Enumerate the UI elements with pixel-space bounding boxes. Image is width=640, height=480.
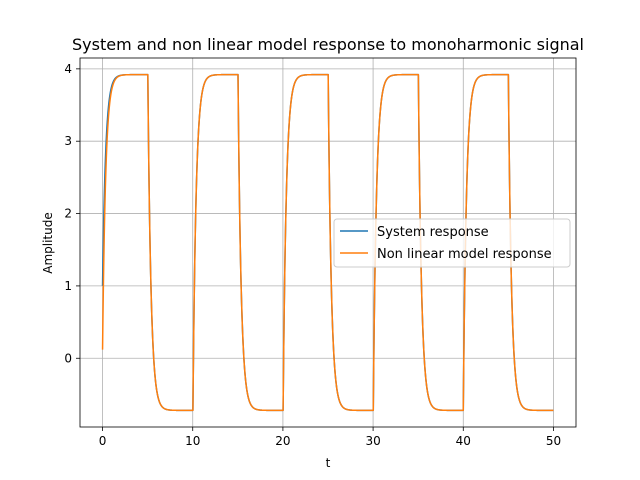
series-layer	[101, 73, 555, 412]
x-tick-label: 20	[275, 434, 290, 448]
y-tick-label: 3	[64, 134, 72, 148]
y-axis-label: Amplitude	[41, 212, 55, 274]
series-line-non-linear-model-response	[101, 73, 555, 412]
x-tick-label: 40	[456, 434, 471, 448]
y-tick-label: 2	[64, 207, 72, 221]
grid-layer	[80, 58, 576, 427]
legend-label-non-linear-model-response: Non linear model response	[377, 247, 552, 262]
y-tick-label: 4	[64, 62, 72, 76]
tick-layer: 0 10 20 30 40 50 0 1 2 3 4	[64, 62, 561, 448]
y-tick-label: 0	[64, 351, 72, 365]
x-tick-label: 0	[99, 434, 107, 448]
axes-layer	[79, 57, 577, 428]
chart-title: System and non linear model response to …	[72, 35, 584, 54]
y-tick-label: 1	[64, 279, 72, 293]
legend-label-system-response: System response	[377, 225, 489, 240]
x-axis-label: t	[326, 456, 331, 470]
axes-frame	[79, 57, 577, 428]
legend: System response Non linear model respons…	[333, 218, 571, 268]
x-tick-label: 50	[546, 434, 561, 448]
legend-box	[333, 218, 571, 268]
x-tick-label: 10	[185, 434, 200, 448]
x-tick-label: 30	[365, 434, 380, 448]
